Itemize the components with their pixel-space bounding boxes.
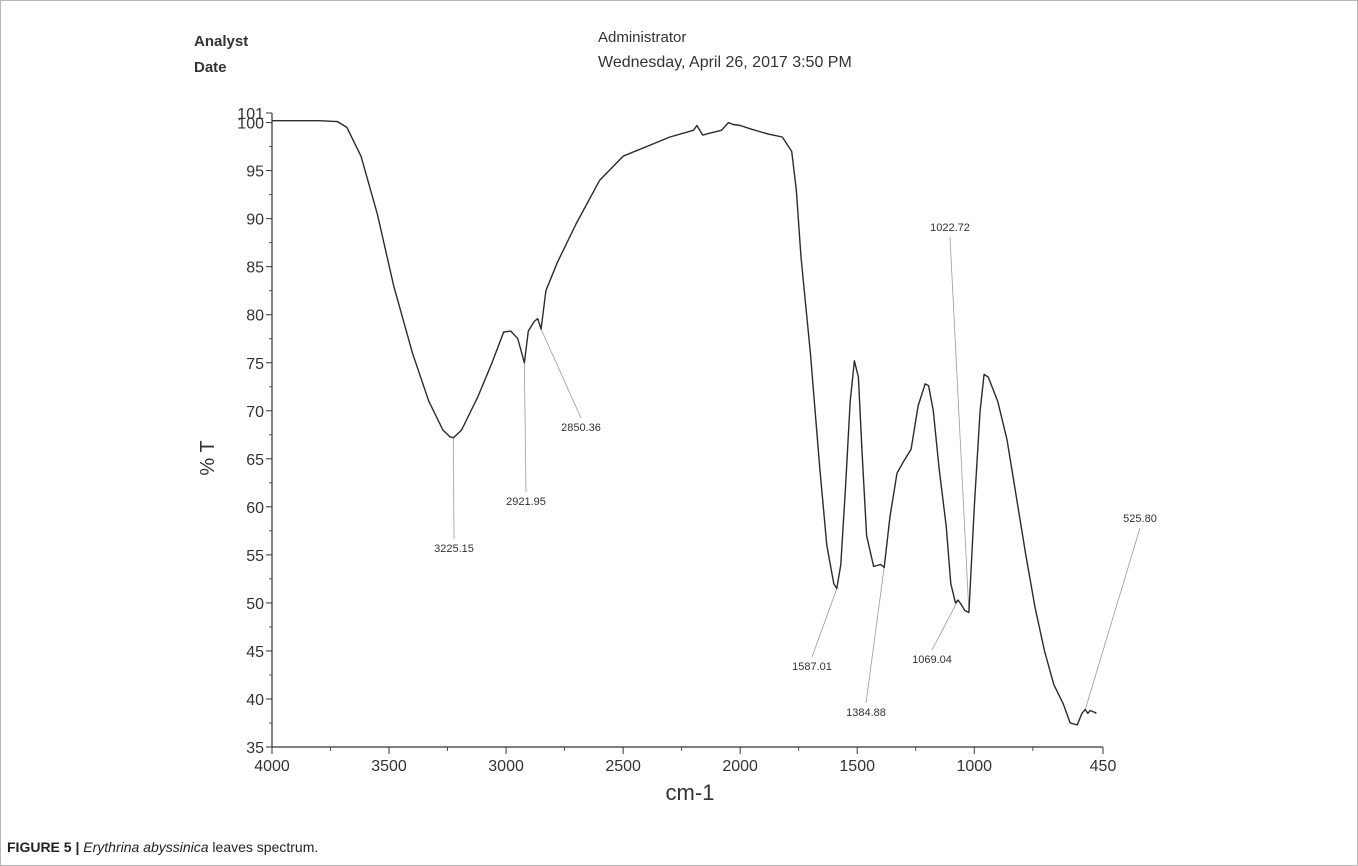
figure-caption: FIGURE 5 | Erythrina abyssinica leaves s…	[7, 839, 318, 855]
y-tick-label: 100	[237, 116, 264, 133]
y-tick-label: 45	[246, 644, 264, 661]
y-tick-label: 50	[246, 596, 264, 613]
y-tick-label: 55	[246, 548, 264, 565]
y-axis-title: % T	[197, 440, 219, 475]
date-value: Wednesday, April 26, 2017 3:50 PM	[598, 54, 852, 71]
analyst-value: Administrator	[598, 29, 687, 46]
caption-rest: leaves spectrum.	[208, 839, 319, 855]
y-tick-label: 90	[246, 212, 264, 229]
x-tick-label: 4000	[254, 758, 290, 775]
peak-label: 1587.01	[792, 661, 832, 673]
peak-labels-layer: 3225.15 2921.95 2850.36 1587.01 1384.88 1069.…	[434, 222, 1157, 719]
caption-figure-number: FIGURE 5 |	[7, 839, 80, 855]
spectrum-trace	[272, 119, 1097, 726]
y-tick-label: 70	[246, 404, 264, 421]
x-tick-label: 3000	[488, 758, 524, 775]
peak-leader-line	[523, 362, 527, 493]
x-tick-label: 2000	[722, 758, 758, 775]
spectrum-trace-layer	[272, 119, 1097, 726]
x-tick-label: 1500	[839, 758, 875, 775]
caption-species: Erythrina abyssinica	[83, 839, 209, 855]
peak-label: 1069.04	[912, 654, 952, 666]
peak-leader-line	[949, 236, 970, 613]
x-tick-label: 450	[1090, 758, 1117, 775]
y-tick-label: 40	[246, 692, 264, 709]
peak-leader-layer	[452, 236, 1141, 710]
x-tick-label: 3500	[371, 758, 407, 775]
y-tick-label: 101	[237, 106, 264, 123]
y-tick-label: 85	[246, 260, 264, 277]
analyst-label: Analyst	[194, 33, 249, 50]
x-tick-label: 1000	[956, 758, 992, 775]
peak-leader-line	[931, 599, 959, 651]
y-tick-label: 75	[246, 356, 264, 373]
peak-leader-line	[811, 588, 838, 658]
y-tick-label: 65	[246, 452, 264, 469]
peak-leader-line	[865, 567, 885, 704]
peak-label: 1022.72	[930, 222, 970, 234]
y-tick-label: 35	[246, 740, 264, 757]
peak-label: 525.80	[1123, 513, 1157, 525]
y-tick-label: 60	[246, 500, 264, 517]
peak-leader-line	[1084, 527, 1141, 710]
y-tick-label: 80	[246, 308, 264, 325]
peak-label: 2850.36	[561, 422, 601, 434]
x-axis-title: cm-1	[666, 780, 715, 805]
x-tick-label: 2500	[605, 758, 641, 775]
peak-leader-line	[540, 328, 582, 419]
y-tick-label: 95	[246, 164, 264, 181]
date-label: Date	[194, 59, 227, 76]
peak-label: 2921.95	[506, 496, 546, 508]
peak-leader-line	[452, 437, 455, 540]
peak-label: 3225.15	[434, 543, 474, 555]
peak-label: 1384.88	[846, 707, 886, 719]
